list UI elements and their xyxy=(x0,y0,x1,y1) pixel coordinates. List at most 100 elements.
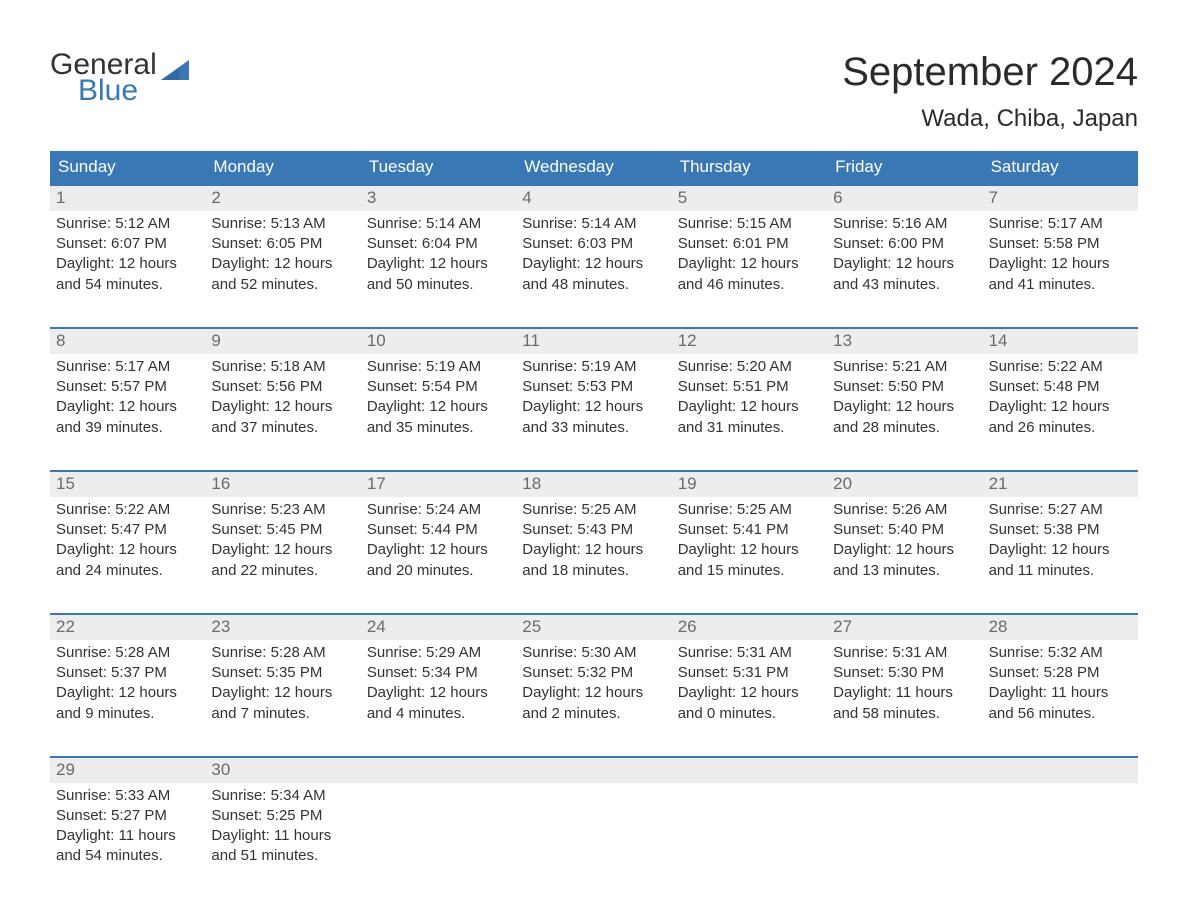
day-number: 11 xyxy=(516,329,671,354)
day-number: 28 xyxy=(983,615,1138,640)
day-cell: 8Sunrise: 5:17 AMSunset: 5:57 PMDaylight… xyxy=(50,329,205,442)
sunrise-text: Sunrise: 5:26 AM xyxy=(833,500,976,520)
weekday-header: Sunday xyxy=(50,151,205,184)
day-number: 7 xyxy=(983,186,1138,211)
sunset-text: Sunset: 5:50 PM xyxy=(833,377,976,397)
day-cell: 29Sunrise: 5:33 AMSunset: 5:27 PMDayligh… xyxy=(50,758,205,871)
sunrise-text: Sunrise: 5:23 AM xyxy=(211,500,354,520)
weekday-header: Monday xyxy=(205,151,360,184)
sunrise-text: Sunrise: 5:32 AM xyxy=(989,643,1132,663)
sunset-text: Sunset: 5:34 PM xyxy=(367,663,510,683)
day-cell: 17Sunrise: 5:24 AMSunset: 5:44 PMDayligh… xyxy=(361,472,516,585)
week-row: 1Sunrise: 5:12 AMSunset: 6:07 PMDaylight… xyxy=(50,184,1138,299)
sunset-text: Sunset: 5:51 PM xyxy=(678,377,821,397)
day-number-empty xyxy=(672,758,827,783)
day-cell: 16Sunrise: 5:23 AMSunset: 5:45 PMDayligh… xyxy=(205,472,360,585)
sunset-text: Sunset: 5:47 PM xyxy=(56,520,199,540)
day-cell: 4Sunrise: 5:14 AMSunset: 6:03 PMDaylight… xyxy=(516,186,671,299)
daylight-text: Daylight: 12 hours and 22 minutes. xyxy=(211,540,354,581)
sunrise-text: Sunrise: 5:33 AM xyxy=(56,786,199,806)
day-cell: 25Sunrise: 5:30 AMSunset: 5:32 PMDayligh… xyxy=(516,615,671,728)
sunset-text: Sunset: 5:54 PM xyxy=(367,377,510,397)
sunrise-text: Sunrise: 5:29 AM xyxy=(367,643,510,663)
sunset-text: Sunset: 5:27 PM xyxy=(56,806,199,826)
sunset-text: Sunset: 5:41 PM xyxy=(678,520,821,540)
sunset-text: Sunset: 5:43 PM xyxy=(522,520,665,540)
day-cell xyxy=(672,758,827,871)
day-number: 20 xyxy=(827,472,982,497)
daylight-text: Daylight: 12 hours and 28 minutes. xyxy=(833,397,976,438)
daylight-text: Daylight: 12 hours and 24 minutes. xyxy=(56,540,199,581)
day-cell: 9Sunrise: 5:18 AMSunset: 5:56 PMDaylight… xyxy=(205,329,360,442)
daylight-text: Daylight: 12 hours and 35 minutes. xyxy=(367,397,510,438)
weekday-header: Wednesday xyxy=(516,151,671,184)
day-number-empty xyxy=(983,758,1138,783)
weekday-header: Saturday xyxy=(983,151,1138,184)
sunrise-text: Sunrise: 5:22 AM xyxy=(989,357,1132,377)
day-number: 13 xyxy=(827,329,982,354)
sunset-text: Sunset: 6:00 PM xyxy=(833,234,976,254)
sunset-text: Sunset: 6:03 PM xyxy=(522,234,665,254)
day-cell: 28 Sunrise: 5:32 AMSunset: 5:28 PMDayligh… xyxy=(983,615,1138,728)
daylight-text: Daylight: 12 hours and 4 minutes. xyxy=(367,683,510,724)
day-cell: 21Sunrise: 5:27 AMSunset: 5:38 PMDayligh… xyxy=(983,472,1138,585)
sunrise-text: Sunrise: 5:25 AM xyxy=(678,500,821,520)
daylight-text: Daylight: 12 hours and 43 minutes. xyxy=(833,254,976,295)
sunrise-text: Sunrise: 5:25 AM xyxy=(522,500,665,520)
daylight-text: Daylight: 12 hours and 20 minutes. xyxy=(367,540,510,581)
day-number: 29 xyxy=(50,758,205,783)
day-number: 15 xyxy=(50,472,205,497)
day-cell: 3Sunrise: 5:14 AMSunset: 6:04 PMDaylight… xyxy=(361,186,516,299)
day-cell: 13 Sunrise: 5:21 AMSunset: 5:50 PMDayligh… xyxy=(827,329,982,442)
day-number: 8 xyxy=(50,329,205,354)
sunrise-text: Sunrise: 5:15 AM xyxy=(678,214,821,234)
weeks-container: 1Sunrise: 5:12 AMSunset: 6:07 PMDaylight… xyxy=(50,184,1138,871)
logo-text-blue: Blue xyxy=(78,76,189,106)
sunrise-text: Sunrise: 5:24 AM xyxy=(367,500,510,520)
day-number: 9 xyxy=(205,329,360,354)
daylight-text: Daylight: 12 hours and 13 minutes. xyxy=(833,540,976,581)
day-number: 5 xyxy=(672,186,827,211)
day-number: 4 xyxy=(516,186,671,211)
title-block: September 2024 Wada, Chiba, Japan xyxy=(842,50,1138,133)
daylight-text: Daylight: 12 hours and 15 minutes. xyxy=(678,540,821,581)
day-number: 18 xyxy=(516,472,671,497)
day-number: 19 xyxy=(672,472,827,497)
daylight-text: Daylight: 12 hours and 54 minutes. xyxy=(56,254,199,295)
daylight-text: Daylight: 12 hours and 0 minutes. xyxy=(678,683,821,724)
daylight-text: Daylight: 11 hours and 58 minutes. xyxy=(833,683,976,724)
day-number-empty xyxy=(516,758,671,783)
day-cell: 24Sunrise: 5:29 AMSunset: 5:34 PMDayligh… xyxy=(361,615,516,728)
calendar-page: General Blue September 2024 Wada, Chiba,… xyxy=(0,0,1188,901)
sunset-text: Sunset: 5:45 PM xyxy=(211,520,354,540)
sunset-text: Sunset: 5:30 PM xyxy=(833,663,976,683)
sunset-text: Sunset: 5:56 PM xyxy=(211,377,354,397)
week-row: 8Sunrise: 5:17 AMSunset: 5:57 PMDaylight… xyxy=(50,327,1138,442)
day-number: 25 xyxy=(516,615,671,640)
day-number: 22 xyxy=(50,615,205,640)
sunset-text: Sunset: 5:28 PM xyxy=(989,663,1132,683)
day-number: 23 xyxy=(205,615,360,640)
sunrise-text: Sunrise: 5:14 AM xyxy=(522,214,665,234)
day-cell xyxy=(516,758,671,871)
day-cell: 30Sunrise: 5:34 AMSunset: 5:25 PMDayligh… xyxy=(205,758,360,871)
week-row: 22Sunrise: 5:28 AMSunset: 5:37 PMDayligh… xyxy=(50,613,1138,728)
sunrise-text: Sunrise: 5:27 AM xyxy=(989,500,1132,520)
daylight-text: Daylight: 12 hours and 11 minutes. xyxy=(989,540,1132,581)
sunrise-text: Sunrise: 5:17 AM xyxy=(989,214,1132,234)
daylight-text: Daylight: 11 hours and 51 minutes. xyxy=(211,826,354,867)
weekday-header-row: SundayMondayTuesdayWednesdayThursdayFrid… xyxy=(50,151,1138,184)
sunrise-text: Sunrise: 5:28 AM xyxy=(56,643,199,663)
month-title: September 2024 xyxy=(842,50,1138,95)
day-number-empty xyxy=(827,758,982,783)
day-cell: 15Sunrise: 5:22 AMSunset: 5:47 PMDayligh… xyxy=(50,472,205,585)
day-number: 6 xyxy=(827,186,982,211)
sunrise-text: Sunrise: 5:21 AM xyxy=(833,357,976,377)
daylight-text: Daylight: 11 hours and 56 minutes. xyxy=(989,683,1132,724)
sunset-text: Sunset: 5:58 PM xyxy=(989,234,1132,254)
day-cell: 22Sunrise: 5:28 AMSunset: 5:37 PMDayligh… xyxy=(50,615,205,728)
daylight-text: Daylight: 12 hours and 9 minutes. xyxy=(56,683,199,724)
sunrise-text: Sunrise: 5:16 AM xyxy=(833,214,976,234)
daylight-text: Daylight: 12 hours and 52 minutes. xyxy=(211,254,354,295)
day-cell: 27Sunrise: 5:31 AMSunset: 5:30 PMDayligh… xyxy=(827,615,982,728)
